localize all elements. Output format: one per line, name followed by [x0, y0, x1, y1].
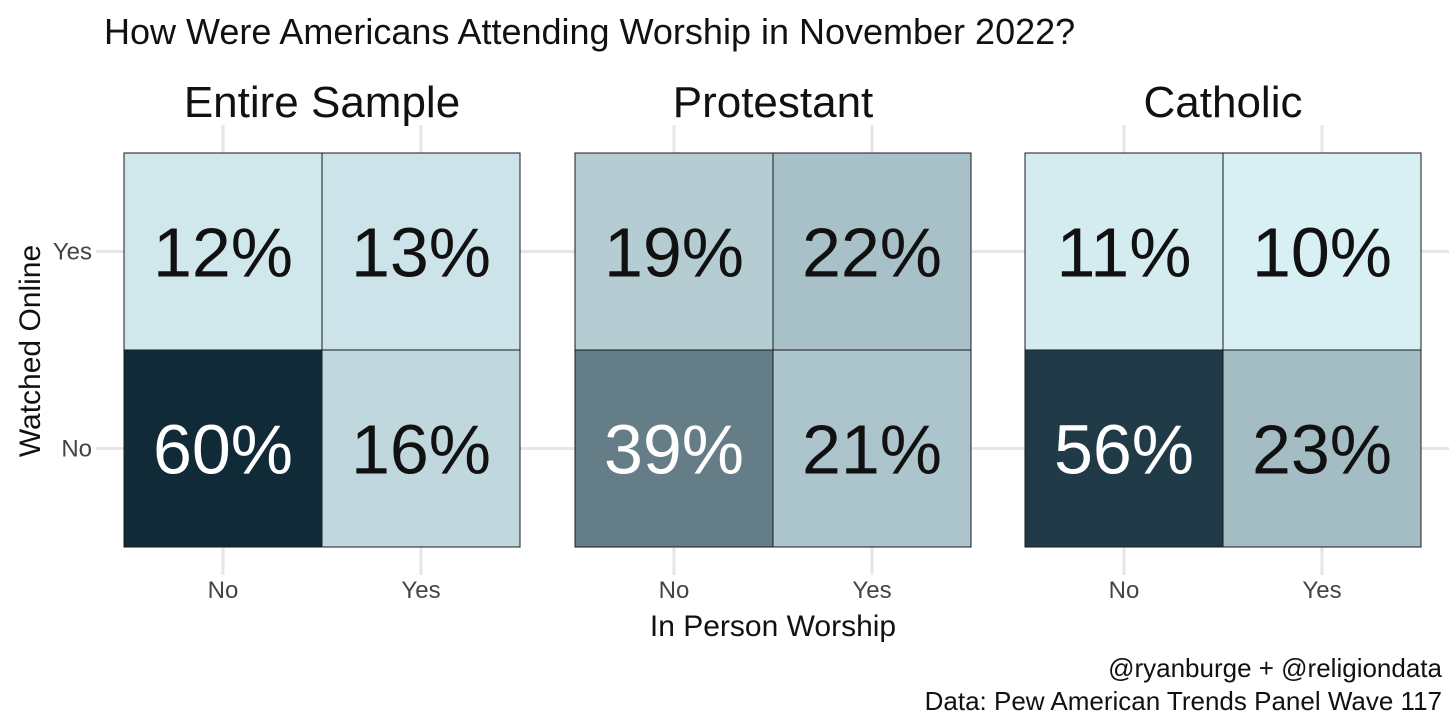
x-tick-label: Yes	[852, 577, 891, 604]
x-tick-label: No	[659, 577, 690, 604]
cell-value-label: 39%	[604, 411, 744, 489]
heatmap-cell	[123, 349, 323, 548]
heatmap-cell	[1222, 349, 1422, 548]
cell-value-label: 16%	[351, 411, 491, 489]
heatmap-cell	[321, 349, 521, 548]
heatmap-cell	[772, 349, 972, 548]
cell-value-label: 21%	[802, 411, 942, 489]
panel-entire-sample: Entire Sample 12% 13% 60% 16% No Yes Yes No	[53, 78, 548, 604]
heatmap-cell	[772, 152, 972, 351]
cell-value-label: 12%	[153, 214, 293, 292]
x-axis-title: In Person Worship	[650, 610, 896, 643]
panel-catholic: Catholic 11% 10% 56% 23% No Yes	[997, 78, 1449, 604]
cell-value-label: 11%	[1057, 214, 1192, 292]
caption-credit: @ryanburge + @religiondata	[1108, 653, 1442, 683]
panel-protestant: Protestant 19% 22% 39% 21% No Yes	[547, 78, 999, 604]
heatmap-cell	[574, 349, 774, 548]
heatmap-cell	[123, 152, 323, 351]
cell-value-label: 22%	[802, 214, 942, 292]
cell-value-label: 19%	[604, 214, 744, 292]
x-tick-label: No	[1109, 577, 1140, 604]
cell-value-label: 10%	[1252, 214, 1392, 292]
heatmap-cell	[1024, 152, 1224, 351]
caption-source: Data: Pew American Trends Panel Wave 117	[925, 686, 1442, 716]
panel-title: Entire Sample	[184, 78, 460, 127]
heatmap-cell	[1024, 349, 1224, 548]
heatmap-cell	[1222, 152, 1422, 351]
cell-value-label: 56%	[1054, 411, 1194, 489]
x-tick-label: No	[208, 577, 239, 604]
panel-title: Protestant	[673, 78, 874, 127]
chart-title: How Were Americans Attending Worship in …	[104, 11, 1075, 52]
cell-value-label: 13%	[351, 214, 491, 292]
panel-title: Catholic	[1144, 78, 1303, 127]
y-tick-label: No	[61, 436, 92, 463]
y-tick-label: Yes	[53, 239, 92, 266]
x-tick-label: Yes	[401, 577, 440, 604]
cell-value-label: 60%	[153, 411, 293, 489]
y-axis-title: Watched Online	[14, 245, 47, 457]
x-tick-label: Yes	[1302, 577, 1341, 604]
cell-value-label: 23%	[1252, 411, 1392, 489]
